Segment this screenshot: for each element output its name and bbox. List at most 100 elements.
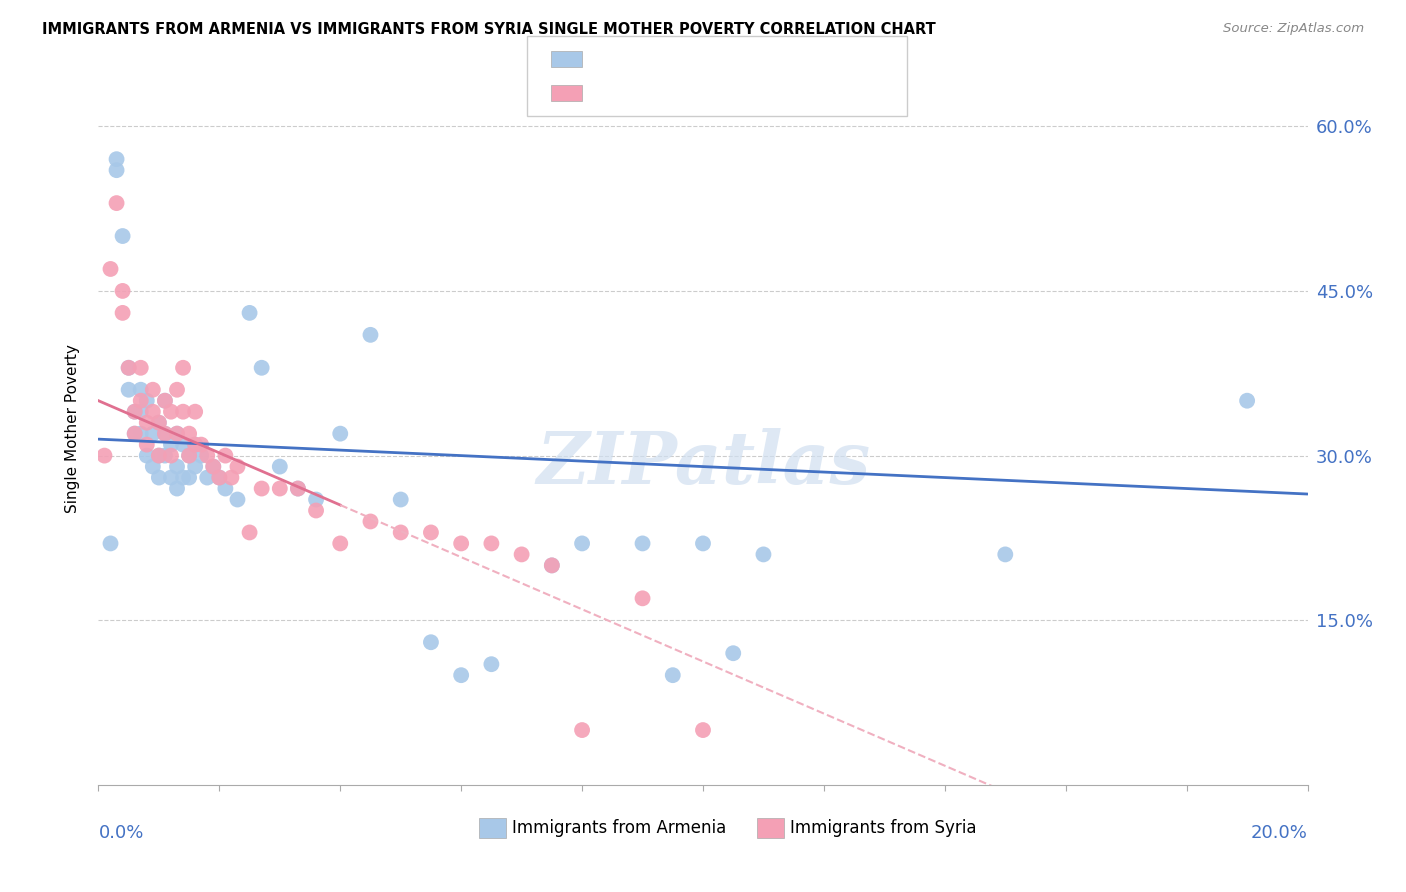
Point (172, 437, 194, 451)
Text: R = -0.173   N = 51: R = -0.173 N = 51 (591, 84, 782, 102)
Bar (479, 819, 506, 838)
Point (93, 449, 115, 463)
Point (305, 492, 328, 507)
Point (389, 525, 412, 540)
Point (166, 426, 188, 441)
Point (195, 449, 218, 463)
Point (269, 459, 291, 474)
Point (239, 306, 262, 320)
Point (129, 360, 152, 375)
Point (153, 426, 176, 441)
Point (184, 459, 207, 474)
Point (208, 470, 231, 484)
Point (124, 405, 146, 419)
Text: ZIPatlas: ZIPatlas (536, 428, 870, 500)
Point (105, 152, 128, 166)
Point (153, 449, 176, 463)
Point (129, 426, 152, 441)
Point (135, 393, 157, 408)
Point (105, 196, 128, 211)
Point (723, 646, 745, 660)
Point (420, 525, 443, 540)
Point (124, 426, 146, 441)
Point (135, 437, 157, 451)
Point (124, 405, 146, 419)
Point (111, 284, 134, 298)
Point (202, 459, 225, 474)
Point (124, 426, 146, 441)
Text: 20.0%: 20.0% (1251, 824, 1308, 842)
Point (239, 525, 262, 540)
Point (166, 459, 188, 474)
Point (208, 470, 231, 484)
Point (329, 426, 352, 441)
Point (190, 449, 212, 463)
Point (221, 470, 243, 484)
Point (142, 426, 165, 441)
Point (631, 591, 654, 606)
Point (100, 536, 122, 550)
Point (226, 459, 249, 474)
Point (661, 668, 683, 682)
Point (118, 383, 141, 397)
Point (179, 449, 201, 463)
Point (692, 536, 714, 550)
Point (305, 503, 328, 517)
Point (160, 470, 183, 484)
Point (166, 482, 188, 496)
Point (692, 723, 714, 737)
Text: IMMIGRANTS FROM ARMENIA VS IMMIGRANTS FROM SYRIA SINGLE MOTHER POVERTY CORRELATI: IMMIGRANTS FROM ARMENIA VS IMMIGRANTS FR… (42, 22, 936, 37)
Text: 0.0%: 0.0% (98, 824, 143, 842)
Point (450, 536, 472, 550)
Point (250, 482, 273, 496)
Point (111, 306, 134, 320)
Point (184, 437, 207, 451)
Point (195, 470, 218, 484)
Point (135, 416, 157, 430)
Text: Immigrants from Armenia: Immigrants from Armenia (512, 820, 727, 838)
Point (160, 449, 183, 463)
Point (166, 383, 188, 397)
Point (153, 393, 176, 408)
Point (148, 449, 170, 463)
Point (100, 262, 122, 277)
Point (481, 536, 503, 550)
Point (631, 536, 654, 550)
Point (214, 449, 236, 463)
Point (160, 405, 183, 419)
Point (111, 229, 134, 244)
Point (142, 383, 165, 397)
Text: Immigrants from Syria: Immigrants from Syria (790, 820, 977, 838)
Point (360, 515, 382, 529)
Point (184, 405, 207, 419)
Point (540, 558, 562, 573)
Point (571, 723, 593, 737)
Point (481, 657, 503, 672)
Point (420, 635, 443, 649)
Point (389, 492, 412, 507)
Point (160, 437, 183, 451)
Point (148, 470, 170, 484)
Y-axis label: Single Mother Poverty: Single Mother Poverty (65, 343, 80, 513)
Point (153, 393, 176, 408)
Point (287, 482, 309, 496)
Point (148, 416, 170, 430)
Point (142, 405, 165, 419)
Point (250, 360, 273, 375)
Point (184, 437, 207, 451)
Point (105, 163, 128, 178)
Point (118, 360, 141, 375)
Point (994, 548, 1017, 562)
Point (118, 360, 141, 375)
Point (752, 548, 775, 562)
Point (510, 548, 533, 562)
Point (142, 459, 165, 474)
Point (129, 383, 152, 397)
Point (202, 459, 225, 474)
Point (179, 449, 201, 463)
Text: R = -0.076   N = 58: R = -0.076 N = 58 (591, 50, 783, 68)
Point (153, 426, 176, 441)
Point (329, 536, 352, 550)
Point (179, 470, 201, 484)
Bar (758, 819, 785, 838)
